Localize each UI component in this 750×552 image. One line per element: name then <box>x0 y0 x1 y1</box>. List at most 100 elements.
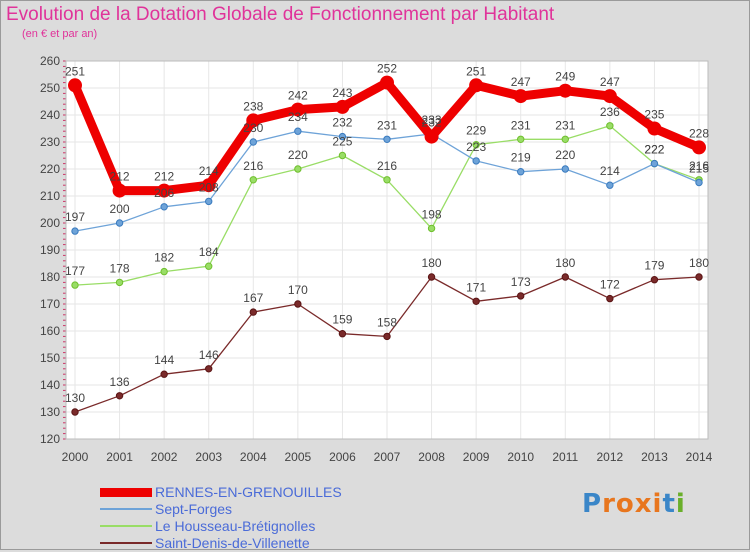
data-point <box>246 113 261 128</box>
data-point <box>517 168 525 176</box>
data-label: 242 <box>288 89 308 103</box>
x-tick-label: 2002 <box>151 450 178 464</box>
data-point <box>513 89 528 104</box>
legend-label: RENNES-EN-GRENOUILLES <box>155 484 342 500</box>
y-tick-label: 190 <box>40 243 60 257</box>
data-label: 247 <box>511 75 531 89</box>
data-label: 251 <box>466 64 486 78</box>
data-point <box>335 99 350 114</box>
data-point <box>606 122 614 130</box>
x-tick-label: 2000 <box>62 450 89 464</box>
x-tick-label: 2001 <box>106 450 133 464</box>
plot-border <box>65 60 709 440</box>
data-point <box>383 176 391 184</box>
data-point <box>294 165 302 173</box>
y-tick-label: 130 <box>40 405 60 419</box>
x-tick-label: 2012 <box>597 450 624 464</box>
data-label: 172 <box>600 278 620 292</box>
data-label: 235 <box>644 108 664 122</box>
chart-subtitle: (en € et par an) <box>22 28 98 40</box>
data-label: 180 <box>689 256 709 270</box>
legend-swatch <box>100 508 152 510</box>
data-point <box>294 300 302 308</box>
data-label: 251 <box>65 64 85 78</box>
y-tick-label: 210 <box>40 189 60 203</box>
x-tick-label: 2009 <box>463 450 490 464</box>
data-label: 170 <box>288 283 308 297</box>
data-point <box>205 197 213 206</box>
data-point <box>517 292 525 300</box>
data-point <box>71 227 79 235</box>
data-point <box>249 176 257 184</box>
data-label: 252 <box>377 62 397 76</box>
data-label: 216 <box>377 159 397 173</box>
data-label: 249 <box>555 70 575 84</box>
data-point <box>472 157 480 165</box>
data-label: 208 <box>199 180 219 194</box>
data-label: 219 <box>511 151 531 165</box>
data-label: 214 <box>600 164 620 178</box>
y-tick-label: 220 <box>40 162 60 176</box>
data-point <box>424 129 439 144</box>
line-chart: 120 130 140 150 160 170 180 190 200 210 220 230 240 2… <box>40 54 713 464</box>
grid <box>66 60 708 440</box>
data-point <box>290 102 305 117</box>
data-label: 200 <box>110 202 130 216</box>
legend-swatch <box>100 542 152 544</box>
x-tick-label: 2004 <box>240 450 267 464</box>
data-label: 212 <box>110 170 130 184</box>
data-label: 232 <box>332 116 352 130</box>
data-point <box>650 159 659 168</box>
data-label: 182 <box>154 251 174 265</box>
data-label: 212 <box>154 170 174 184</box>
data-label: 232 <box>422 116 442 130</box>
data-label: 234 <box>288 110 308 124</box>
data-label: 180 <box>422 256 442 270</box>
data-point <box>558 83 573 98</box>
data-label: 228 <box>689 126 709 140</box>
data-label: 178 <box>110 261 130 275</box>
data-label: 222 <box>644 143 664 157</box>
data-point <box>383 332 391 341</box>
legend-label: Saint-Denis-de-Villenette <box>155 535 310 551</box>
data-label: 179 <box>644 259 664 273</box>
y-tick-label: 160 <box>40 324 60 338</box>
data-point <box>469 78 484 93</box>
x-tick-label: 2011 <box>552 450 578 464</box>
legend-label: Le Housseau-Brétignolles <box>155 518 316 534</box>
data-labels: 251 212 212 214 238 242 243 252 232 251 247 249 247 2… <box>65 62 709 405</box>
series-group <box>68 75 706 416</box>
data-point <box>160 203 168 211</box>
data-label: 231 <box>511 118 531 132</box>
data-label: 173 <box>511 275 531 289</box>
data-label: 220 <box>288 148 308 162</box>
data-label: 236 <box>600 105 620 119</box>
y-tick-label: 180 <box>40 270 60 284</box>
y-tick-label: 120 <box>40 432 60 446</box>
data-label: 136 <box>110 375 130 389</box>
data-label: 180 <box>555 256 575 270</box>
data-label: 225 <box>332 135 352 149</box>
data-label: 233 <box>422 113 442 127</box>
data-point <box>205 365 213 373</box>
data-label: 177 <box>65 264 85 278</box>
data-point <box>650 276 659 284</box>
data-point <box>606 294 614 303</box>
data-label: 230 <box>243 121 263 135</box>
data-point <box>517 135 525 144</box>
data-label: 238 <box>243 99 263 113</box>
data-label: 198 <box>422 207 442 221</box>
data-point <box>157 183 172 198</box>
data-point <box>606 181 614 189</box>
data-label: 222 <box>644 143 664 157</box>
y-tick-label: 260 <box>40 54 60 68</box>
data-label: 223 <box>466 140 486 154</box>
legend-label: Sept-Forges <box>155 501 233 517</box>
data-label: 229 <box>466 124 486 138</box>
data-point <box>115 392 124 400</box>
data-point <box>380 75 394 90</box>
data-point <box>427 273 436 281</box>
data-point <box>383 135 391 144</box>
x-tick-label: 2014 <box>686 450 713 464</box>
data-point <box>201 178 216 193</box>
